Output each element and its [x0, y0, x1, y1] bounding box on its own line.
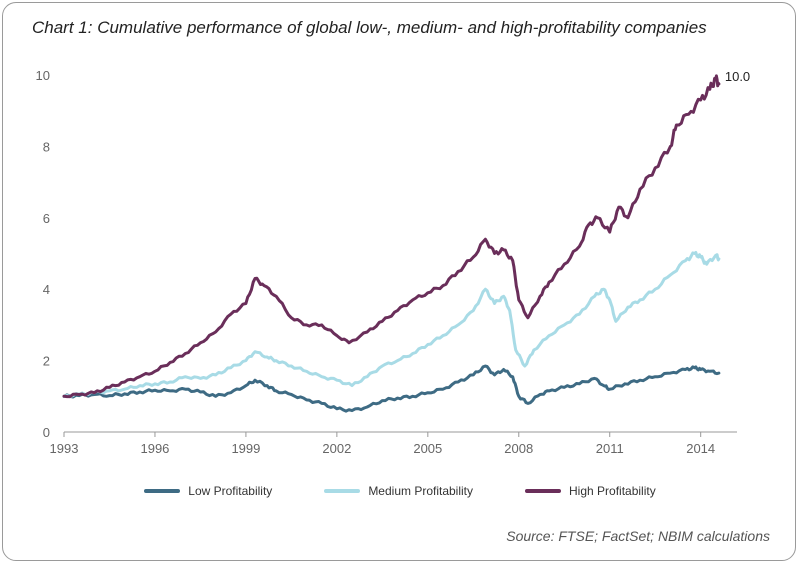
y-tick-label: 0 [43, 425, 50, 440]
x-tick-label: 2005 [413, 441, 442, 456]
chart-legend: Low Profitability Medium Profitability Hig… [0, 484, 800, 498]
legend-swatch [144, 489, 181, 493]
chart-source: Source: FTSE; FactSet; NBIM calculations [506, 528, 770, 544]
y-tick-label: 8 [43, 139, 50, 154]
x-tick-label: 2011 [596, 441, 624, 456]
legend-label: Medium Profitability [368, 484, 474, 498]
legend-label: Low Profitability [188, 484, 273, 498]
x-tick-label: 1993 [50, 441, 79, 456]
legend-item: Medium Profitability [324, 484, 473, 498]
y-tick-label: 6 [43, 211, 50, 226]
x-tick-label: 2008 [504, 441, 533, 456]
series-line-low-profitability [62, 364, 721, 413]
y-tick-label: 4 [43, 282, 50, 297]
legend-swatch [324, 489, 361, 493]
series-line-medium-profitability [62, 251, 721, 399]
x-tick-label: 2002 [322, 441, 351, 456]
legend-item: High Profitability [525, 484, 656, 498]
series-line-high-profitability [62, 74, 721, 399]
legend-label: High Profitability [569, 484, 656, 498]
legend-swatch [525, 489, 562, 493]
y-tick-label: 2 [43, 354, 50, 369]
x-tick-label: 2014 [686, 441, 715, 456]
legend-item: Low Profitability [144, 484, 272, 498]
y-tick-label: 10 [36, 68, 50, 83]
end-value-label: 10.0 [725, 69, 750, 84]
x-tick-label: 1996 [140, 441, 169, 456]
x-tick-label: 1999 [231, 441, 260, 456]
chart-title: Chart 1: Cumulative performance of globa… [32, 18, 707, 37]
